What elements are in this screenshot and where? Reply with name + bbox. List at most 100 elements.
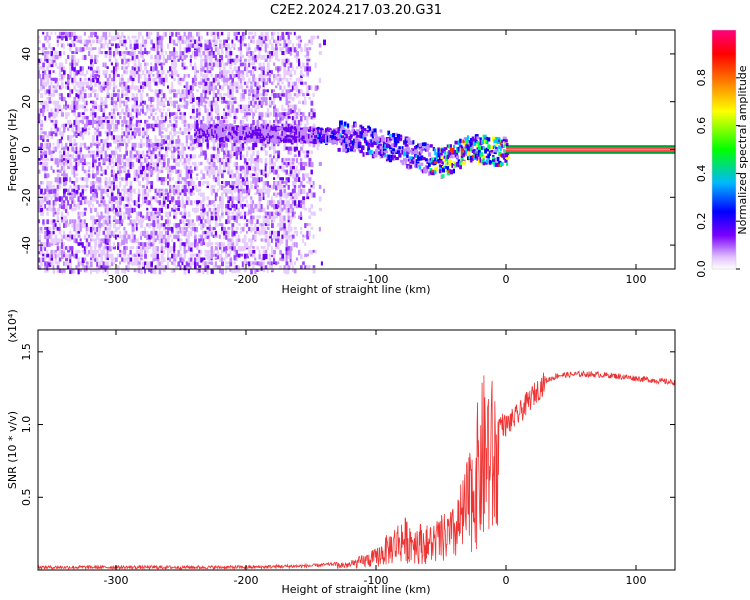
noise-cell [298, 43, 301, 49]
ridge-cell [270, 125, 273, 131]
noise-cell [225, 74, 228, 78]
noise-cell [38, 192, 40, 198]
noise-cell [83, 265, 86, 269]
noise-cell [275, 204, 279, 209]
noise-cell [194, 81, 197, 87]
noise-cell [133, 257, 136, 263]
noise-cell [271, 43, 274, 49]
noise-cell [112, 104, 116, 108]
noise-cell [216, 211, 219, 217]
noise-cell [96, 54, 99, 58]
noise-cell [158, 207, 162, 212]
noise-cell [304, 161, 308, 167]
noise-cell [87, 161, 91, 165]
noise-cell [108, 123, 112, 130]
noise-cell [112, 215, 116, 220]
noise-cell [268, 188, 271, 192]
noise-cell [275, 184, 278, 191]
noise-cell [48, 93, 51, 96]
noise-cell [246, 188, 249, 194]
noise-cell [229, 62, 233, 66]
noise-cell [56, 246, 59, 251]
noise-cell [63, 192, 66, 198]
noise-cell [110, 200, 114, 204]
noise-cell [183, 96, 186, 102]
noise-cell [71, 146, 75, 152]
noise-cell [144, 74, 147, 80]
noise-cell [110, 116, 114, 119]
noise-cell [306, 70, 310, 76]
noise-cell [287, 62, 290, 66]
noise-cell [187, 165, 191, 170]
noise-cell [92, 269, 95, 272]
noise-cell [206, 257, 209, 261]
noise-cell [171, 261, 175, 265]
noise-cell [52, 93, 56, 97]
noise-cell [175, 161, 178, 167]
noise-cell [223, 39, 226, 46]
noise-cell [260, 169, 263, 175]
noise-cell [131, 116, 135, 120]
noise-cell [243, 181, 247, 187]
noise-cell [204, 154, 207, 160]
ridge-cell [206, 131, 210, 135]
noise-cell [231, 184, 235, 191]
noise-cell [38, 161, 42, 166]
noise-cell [94, 173, 97, 178]
noise-cell [283, 70, 286, 76]
noise-cell [221, 269, 224, 275]
noise-cell [156, 161, 159, 167]
noise-cell [63, 261, 65, 266]
noise-cell [40, 123, 44, 127]
noise-cell [310, 169, 313, 175]
noise-cell [194, 47, 197, 51]
noise-cell [300, 70, 303, 76]
noise-cell [302, 173, 305, 179]
noise-cell [112, 181, 115, 185]
noise-cell [123, 269, 127, 274]
noise-cell [246, 181, 250, 185]
noise-cell [142, 81, 145, 86]
noise-cell [289, 93, 292, 97]
noise-cell [150, 181, 154, 186]
ridge-cell [284, 136, 287, 140]
noise-cell [38, 249, 41, 255]
noise-cell [310, 249, 313, 255]
noise-cell [223, 150, 227, 155]
noise-cell [131, 142, 135, 147]
noise-cell [119, 253, 122, 258]
noise-cell [173, 204, 176, 210]
noise-cell [275, 246, 279, 250]
noise-cell [177, 234, 180, 238]
noise-cell [123, 188, 126, 193]
noise-cell [119, 215, 122, 221]
noise-cell [202, 192, 205, 197]
noise-cell [233, 181, 236, 185]
noise-cell [133, 173, 136, 178]
noise-cell [285, 269, 289, 275]
noise-cell [283, 223, 286, 229]
noise-cell [54, 127, 57, 133]
noise-cell [96, 146, 99, 152]
noise-cell [119, 169, 123, 174]
noise-cell [194, 154, 197, 159]
noise-cell [196, 253, 199, 257]
noise-cell [117, 192, 119, 198]
noise-cell [237, 66, 241, 72]
noise-cell [65, 204, 68, 209]
noise-cell [137, 181, 141, 187]
noise-cell [54, 51, 58, 55]
noise-cell [137, 119, 140, 123]
noise-cell [177, 31, 181, 35]
noise-cell [196, 43, 199, 49]
noise-cell [210, 192, 213, 196]
noise-cell [206, 158, 209, 164]
noise-cell [258, 123, 262, 129]
noise-cell [189, 127, 192, 131]
noise-cell [139, 108, 143, 113]
noise-cell [81, 142, 85, 146]
noise-cell [268, 39, 272, 45]
noise-cell [175, 215, 178, 220]
noise-cell [204, 85, 207, 91]
noise-cell [214, 261, 217, 267]
